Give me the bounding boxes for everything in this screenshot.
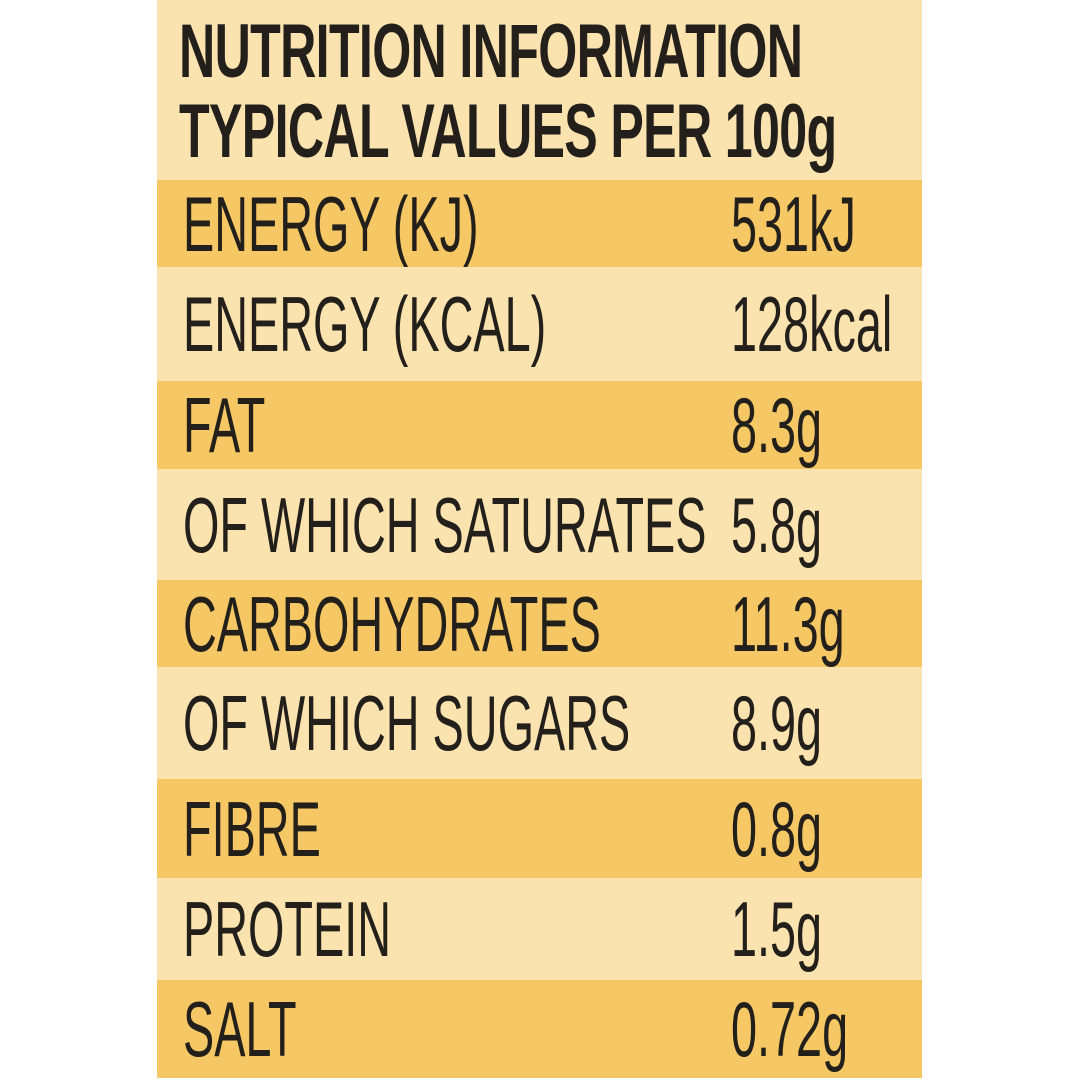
table-row: FIBRE 0.8g <box>157 779 922 878</box>
table-row: ENERGY (KJ) 531kJ <box>157 180 922 267</box>
nutrient-label: ENERGY (KCAL) <box>183 280 547 368</box>
table-row: FAT 8.3g <box>157 381 922 469</box>
nutrient-value: 531kJ <box>731 179 856 268</box>
nutrition-table: NUTRITION INFORMATION TYPICAL VALUES PER… <box>157 0 922 1078</box>
nutrient-value: 128kcal <box>731 280 893 368</box>
nutrient-value: 8.3g <box>731 381 823 469</box>
table-header: NUTRITION INFORMATION TYPICAL VALUES PER… <box>157 0 922 180</box>
nutrient-label: ENERGY (KJ) <box>183 179 479 268</box>
table-row: OF WHICH SUGARS 8.9g <box>157 667 922 779</box>
nutrient-value: 0.72g <box>731 985 849 1073</box>
nutrient-label: OF WHICH SUGARS <box>183 679 631 767</box>
nutrient-label: SALT <box>183 985 297 1073</box>
nutrient-label: FAT <box>183 381 266 469</box>
nutrient-value: 1.5g <box>731 885 823 973</box>
nutrient-value: 11.3g <box>731 579 845 668</box>
table-row: CARBOHYDRATES 11.3g <box>157 580 922 667</box>
nutrient-value: 5.8g <box>731 480 823 569</box>
nutrient-label: OF WHICH SATURATES <box>183 480 707 569</box>
table-row: SALT 0.72g <box>157 980 922 1078</box>
table-row: OF WHICH SATURATES 5.8g <box>157 469 922 580</box>
nutrient-label: FIBRE <box>183 784 321 873</box>
header-title: NUTRITION INFORMATION <box>179 9 803 94</box>
nutrient-label: PROTEIN <box>183 885 392 973</box>
nutrient-value: 8.9g <box>731 679 823 767</box>
nutrient-value: 0.8g <box>731 784 823 873</box>
table-row: ENERGY (KCAL) 128kcal <box>157 267 922 381</box>
nutrient-label: CARBOHYDRATES <box>183 579 601 668</box>
header-subtitle: TYPICAL VALUES PER 100g <box>179 89 837 174</box>
table-row: PROTEIN 1.5g <box>157 878 922 980</box>
